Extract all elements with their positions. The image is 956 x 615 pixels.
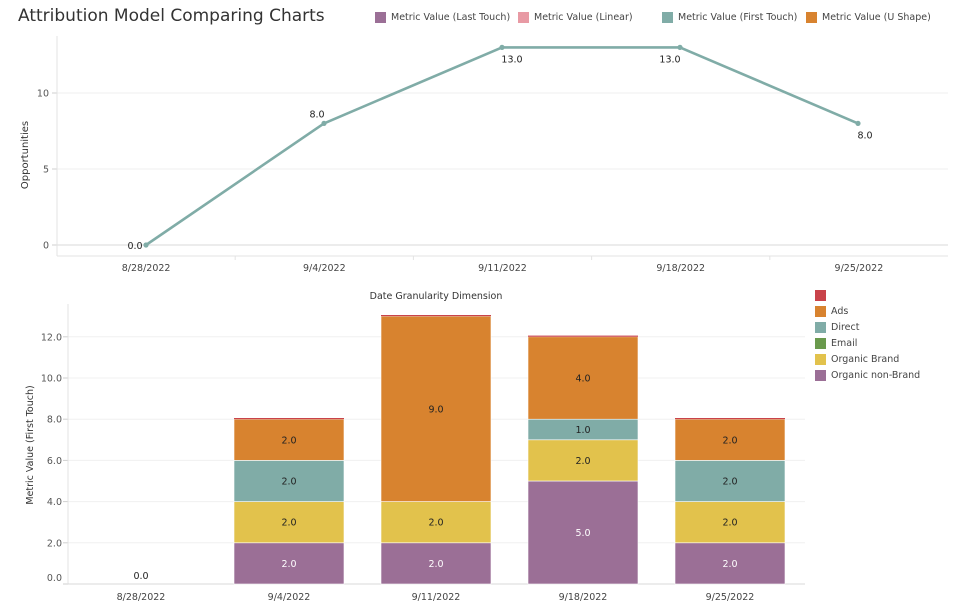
legend-item-0[interactable]: Metric Value (Last Touch)	[375, 12, 510, 23]
y-tick-label: 0.0	[47, 573, 62, 584]
color-legend-item-4[interactable]: Organic Brand	[815, 351, 920, 367]
legend-label: Organic non-Brand	[831, 369, 921, 381]
x-tick-label: 9/4/2022	[268, 592, 311, 603]
bar-segment	[233, 501, 345, 544]
data-label: 8.0	[857, 130, 872, 141]
legend-item-2[interactable]: Metric Value (First Touch)	[662, 12, 797, 23]
legend-label: Organic Brand	[831, 353, 900, 365]
bar-segment	[674, 418, 786, 461]
color-legend-item-5[interactable]: Organic non-Brand	[815, 367, 920, 383]
data-label: 13.0	[501, 54, 522, 65]
bar-segment	[233, 542, 345, 585]
bar-segment	[527, 439, 639, 482]
segment-label: 2.0	[722, 435, 737, 446]
bar-segment	[380, 501, 492, 544]
legend-label: Metric Value (U Shape)	[822, 12, 931, 23]
legend-swatch	[815, 305, 826, 317]
segment-label: 2.0	[428, 559, 443, 570]
segment-label: 2.0	[722, 477, 737, 488]
segment-label: 4.0	[575, 374, 590, 385]
bar-cap	[675, 418, 785, 420]
y-tick-label: 5	[43, 165, 49, 176]
bar-segment	[674, 501, 786, 544]
y-tick-label: 6.0	[47, 456, 62, 467]
legend-label: Direct	[831, 321, 860, 333]
y-tick-label: 10	[37, 89, 49, 100]
segment-label: 5.0	[575, 528, 590, 539]
segment-label: 2.0	[281, 477, 296, 488]
y-tick-label: 0	[43, 241, 49, 252]
bar-segment	[233, 418, 345, 461]
segment-label: 2.0	[281, 559, 296, 570]
legend-swatch	[815, 289, 826, 301]
data-label: 0.0	[127, 241, 142, 252]
bar-segment	[380, 315, 492, 502]
x-tick-label: 9/11/2022	[478, 263, 527, 274]
color-legend-item-1[interactable]: Ads	[815, 303, 920, 319]
x-tick-label: 8/28/2022	[117, 592, 166, 603]
legend-label: Metric Value (Last Touch)	[391, 12, 511, 23]
legend-item-1[interactable]: Metric Value (Linear)	[518, 12, 633, 23]
bar-cap	[381, 315, 491, 317]
segment-label: 2.0	[575, 456, 590, 467]
y-axis-label: Metric Value (First Touch)	[25, 385, 36, 504]
y-tick-label: 4.0	[47, 497, 62, 508]
legend-swatch	[815, 321, 826, 333]
y-tick-label: 10.0	[41, 374, 62, 385]
chart-title: Attribution Model Comparing Charts	[18, 6, 325, 26]
legend-label: Email	[831, 337, 858, 349]
segment-label: 2.0	[281, 518, 296, 529]
legend-label: Ads	[831, 305, 849, 317]
line-chart: 0 5 10 8/28/2022 9/4/2022 9/11/2022 9/18/2022 9…	[20, 36, 948, 274]
y-tick-label: 12.0	[41, 332, 62, 343]
y-tick-label: 2.0	[47, 538, 62, 549]
bar-segment	[233, 460, 345, 502]
x-tick-label: 9/4/2022	[303, 263, 346, 274]
x-tick-label: 9/18/2022	[656, 263, 705, 274]
color-legend-item-2[interactable]: Direct	[815, 319, 920, 335]
data-point	[321, 120, 327, 126]
zero-label: 0.0	[133, 571, 148, 582]
legend-swatch	[806, 12, 817, 23]
color-legend-item-3[interactable]: Email	[815, 335, 920, 351]
segment-label: 2.0	[428, 518, 443, 529]
legend-label: Metric Value (First Touch)	[678, 12, 798, 23]
data-point	[677, 44, 683, 51]
data-point	[499, 44, 505, 51]
y-tick-label: 8.0	[47, 415, 62, 426]
y-axis-label: Opportunities	[20, 121, 31, 189]
legend-swatch	[518, 12, 529, 23]
segment-label: 9.0	[428, 404, 443, 415]
segment-label: 2.0	[281, 435, 296, 446]
bar-segment	[674, 542, 786, 585]
data-point	[143, 242, 149, 248]
x-tick-label: 9/25/2022	[706, 592, 755, 603]
segment-label: 1.0	[575, 425, 590, 436]
segment-label: 2.0	[722, 559, 737, 570]
legend-label: Metric Value (Linear)	[534, 12, 633, 23]
bar-segment	[674, 460, 786, 502]
bar-cap	[234, 418, 344, 420]
data-point	[855, 120, 861, 126]
x-tick-label: 8/28/2022	[122, 263, 171, 274]
legend-swatch	[375, 12, 386, 23]
data-label: 13.0	[659, 54, 680, 65]
bar-cap	[528, 335, 638, 337]
legend-swatch	[815, 353, 826, 365]
legend-swatch	[815, 369, 826, 381]
bar-segment	[527, 480, 639, 585]
data-label: 8.0	[309, 109, 324, 120]
x-tick-label: 9/11/2022	[412, 592, 461, 603]
bar-chart-title: Date Granularity Dimension	[370, 291, 503, 302]
x-tick-label: 9/18/2022	[559, 592, 608, 603]
x-tick-label: 9/25/2022	[835, 263, 884, 274]
color-legend-item-0[interactable]	[815, 287, 920, 303]
legend-item-3[interactable]: Metric Value (U Shape)	[806, 12, 931, 23]
legend-swatch	[815, 337, 826, 349]
bar-segment	[527, 336, 639, 420]
legend-swatch	[662, 12, 673, 23]
bottom-legend: Ads Direct Email Organic Brand Organic non-B…	[815, 287, 920, 383]
segment-label: 2.0	[722, 518, 737, 529]
